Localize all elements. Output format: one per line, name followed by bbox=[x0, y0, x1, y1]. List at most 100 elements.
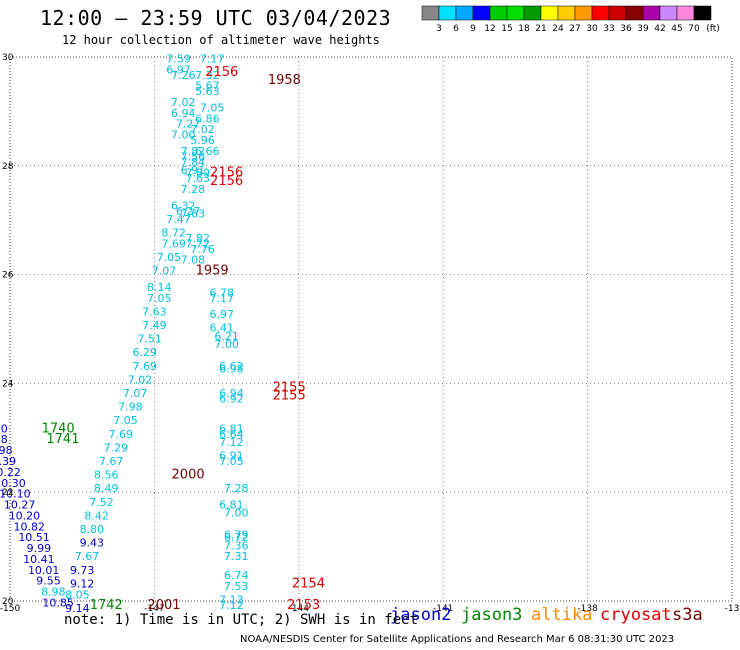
legend-altika: altika bbox=[531, 605, 593, 625]
wave-height-label: 7.02 bbox=[190, 123, 215, 136]
wave-height-label: 7.51 bbox=[137, 333, 162, 346]
wave-height-label: 5.63 bbox=[195, 85, 220, 98]
colorbar-label: 21 bbox=[535, 24, 546, 34]
wave-height-label: 7.05 bbox=[219, 455, 244, 468]
wave-height-label: 6.79 bbox=[224, 528, 249, 541]
colorbar-swatch bbox=[642, 5, 661, 21]
wave-height-label: 7.07 bbox=[123, 387, 148, 400]
legend-jason3: jason3 bbox=[461, 605, 523, 625]
x-tick-label: -150 bbox=[0, 604, 20, 614]
colorbar-label: 12 bbox=[484, 24, 495, 34]
wave-height-label: 9.28 bbox=[0, 433, 8, 446]
wave-height-label: 6.81 bbox=[219, 499, 244, 512]
colorbar-swatch bbox=[676, 5, 695, 21]
wave-height-label: 9.43 bbox=[80, 537, 105, 550]
wave-height-label: 7.63 bbox=[185, 172, 210, 185]
x-tick-label: -144 bbox=[289, 604, 310, 614]
wave-height-label: 10.30 bbox=[0, 477, 26, 490]
wave-height-label: 6.86 bbox=[195, 112, 220, 125]
colorbar-swatch bbox=[608, 5, 627, 21]
wave-height-label: 7.67 bbox=[99, 455, 124, 468]
colorbar-swatch bbox=[438, 5, 457, 21]
time-label: 2155 bbox=[273, 389, 306, 404]
wave-height-label: 6.91 bbox=[219, 450, 244, 463]
legend-s3a: s3a bbox=[672, 605, 703, 625]
wave-height-label: 7.69 bbox=[161, 237, 186, 250]
wave-height-label: 6.64 bbox=[219, 428, 244, 441]
wave-height-label: 10.10 bbox=[0, 488, 31, 501]
colorbar-label: 27 bbox=[569, 24, 580, 34]
wave-height-label: 7.29 bbox=[104, 441, 129, 454]
wave-height-label: 7.69 bbox=[133, 360, 158, 373]
wave-height-label: 7.63 bbox=[142, 305, 167, 318]
colorbar-label: 3 bbox=[436, 24, 442, 34]
wave-height-label: 10.27 bbox=[4, 499, 36, 512]
colorbar-swatch bbox=[659, 5, 678, 21]
chart-subtitle: 12 hour collection of altimeter wave hei… bbox=[62, 33, 380, 47]
wave-height-label: 7.05 bbox=[147, 292, 172, 305]
wave-height-label: 7.05 bbox=[200, 101, 225, 114]
colorbar-swatch bbox=[506, 5, 525, 21]
wave-height-label: 7.27 bbox=[176, 118, 201, 131]
colorbar-label: 70 bbox=[688, 24, 700, 34]
wave-height-label: 7.00 bbox=[224, 507, 249, 520]
wave-height-label: 7.05 bbox=[113, 414, 138, 427]
colorbar-swatch bbox=[523, 5, 542, 21]
y-tick-label: 28 bbox=[2, 162, 14, 172]
y-tick-label: 20 bbox=[2, 597, 14, 607]
wave-height-label: 7.17 bbox=[210, 292, 235, 305]
plot-border bbox=[9, 56, 733, 602]
footer-credit: NOAA/NESDIS Center for Satellite Applica… bbox=[240, 634, 675, 645]
colorbar-swatch bbox=[557, 5, 576, 21]
wave-height-label: 7.52 bbox=[89, 496, 114, 509]
wave-height-label: 7.05 bbox=[157, 251, 182, 264]
time-label: 2153 bbox=[287, 598, 320, 613]
wave-height-label: 7.31 bbox=[224, 550, 249, 563]
wave-height-label: 6.97 bbox=[166, 63, 191, 76]
wave-height-label: 7.89 bbox=[185, 167, 210, 180]
wave-height-label: 5.96 bbox=[190, 134, 215, 147]
time-label: 1742 bbox=[90, 598, 123, 613]
wave-height-label: 9.55 bbox=[36, 575, 61, 588]
wave-height-label: 8.05 bbox=[65, 588, 90, 601]
wave-height-label: 10.39 bbox=[0, 455, 16, 468]
wave-height-label: 7.36 bbox=[224, 539, 249, 552]
y-tick-label: 22 bbox=[2, 488, 13, 498]
time-label: 2156 bbox=[210, 174, 243, 189]
wave-height-label: 7.63 bbox=[181, 207, 206, 220]
x-tick-label: -13 bbox=[725, 604, 740, 614]
wave-height-label: 6.27 bbox=[176, 205, 201, 218]
time-label: 2154 bbox=[292, 576, 325, 591]
wave-height-label: 8.49 bbox=[94, 482, 119, 495]
colorbar-swatch bbox=[540, 5, 559, 21]
wave-height-label: 6.66 bbox=[195, 145, 220, 158]
wave-height-label: 10.51 bbox=[18, 531, 50, 544]
wave-height-label: 7.72 bbox=[185, 237, 210, 250]
wave-height-label: 9.12 bbox=[70, 577, 95, 590]
chart-axes: -150 -147 -144 -141 -138 -13 20 22 24 26 28 30 bbox=[0, 53, 739, 614]
legend-jason2: jason2 bbox=[390, 605, 452, 625]
time-label: 2001 bbox=[147, 598, 180, 613]
wave-height-label: 7.13 bbox=[219, 594, 244, 607]
colorbar-label: 18 bbox=[518, 24, 530, 34]
wave-height-label: 6.97 bbox=[210, 308, 235, 321]
wave-height-label: 7.53 bbox=[224, 580, 249, 593]
wave-height-label: 10.41 bbox=[23, 553, 55, 566]
time-label: 1741 bbox=[46, 432, 79, 447]
wave-height-label: 6.92 bbox=[219, 392, 244, 405]
wave-height-label: 7.07 bbox=[152, 265, 177, 278]
wave-height-label: 10.82 bbox=[14, 520, 46, 533]
wave-height-label: 10.20 bbox=[9, 509, 41, 522]
wave-height-label: 7.98 bbox=[118, 401, 143, 414]
wave-height-label: 9.73 bbox=[70, 564, 95, 577]
colorbar-swatch bbox=[455, 5, 474, 21]
x-tick-label: -141 bbox=[433, 604, 453, 614]
colorbar-swatch bbox=[625, 5, 644, 21]
wave-height-label: 7.00 bbox=[214, 338, 239, 351]
wave-height-label: 7.47 bbox=[166, 213, 191, 226]
y-tick-label: 24 bbox=[2, 379, 14, 389]
wave-height-label: 7.00 bbox=[171, 129, 196, 142]
colorbar-label: 33 bbox=[603, 24, 614, 34]
wave-height-label: 7.49 bbox=[142, 319, 167, 332]
